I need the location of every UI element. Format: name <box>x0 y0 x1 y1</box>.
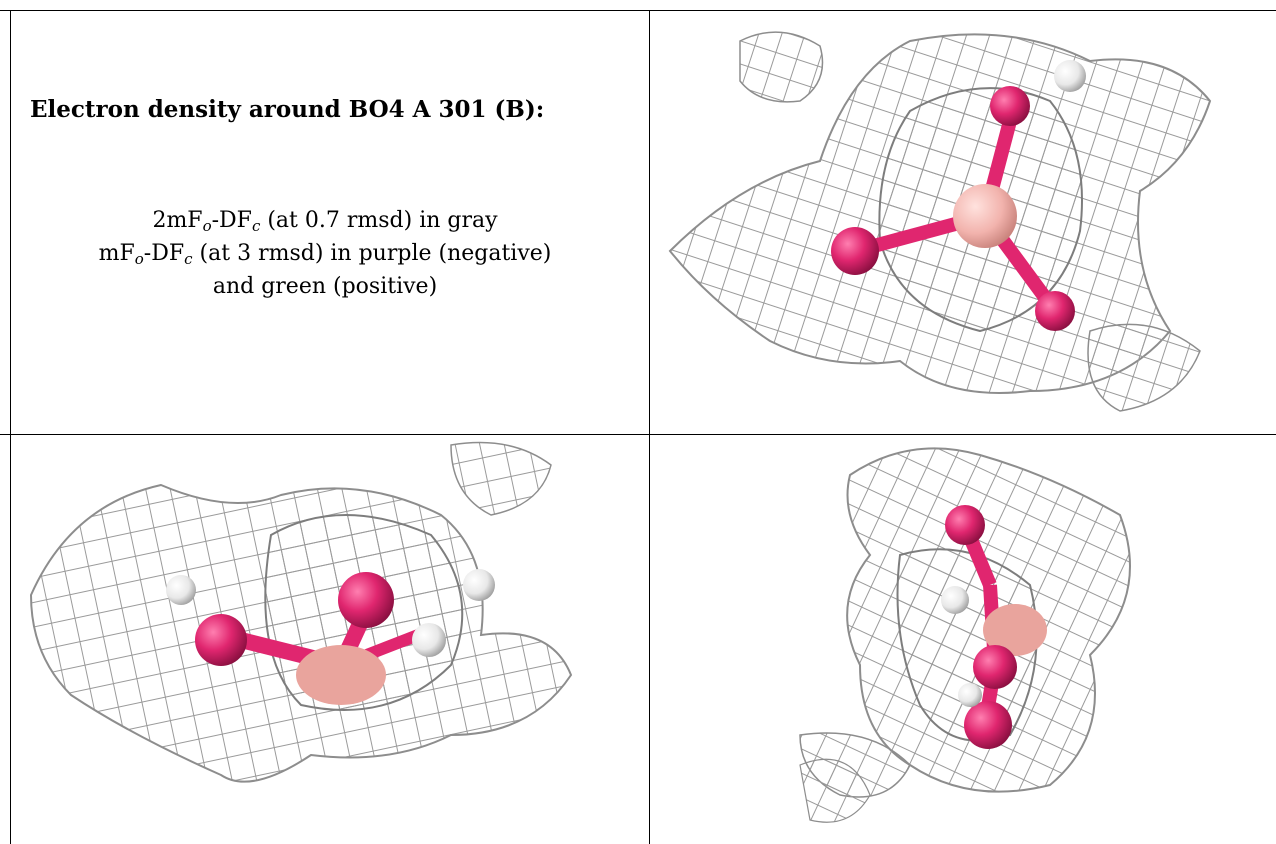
hydrogen-atom <box>1054 60 1086 92</box>
figure-title: Electron density around BO4 A 301 (B): <box>30 96 545 123</box>
hydrogen-atom <box>463 569 495 601</box>
oxygen-atom <box>964 701 1012 749</box>
density-render-bottom-right <box>799 447 1131 823</box>
molecule-top-right <box>831 60 1086 331</box>
map-legend: 2mFo-DFc (at 0.7 rmsd) in gray mFo-DFc (… <box>11 204 649 303</box>
hydrogen-atom <box>412 623 446 657</box>
table-row-divider <box>0 434 1276 435</box>
view-bottom-left <box>11 435 649 844</box>
view-top-right <box>650 11 1276 434</box>
oxygen-atom <box>945 505 985 545</box>
table-border-top <box>0 10 1276 11</box>
legend-line-2fo-dfc: 2mFo-DFc (at 0.7 rmsd) in gray <box>152 208 498 235</box>
table-column-divider <box>649 10 650 844</box>
oxygen-atom <box>1035 291 1075 331</box>
table-border-left <box>10 10 11 844</box>
density-render-top-right <box>668 31 1212 412</box>
view-bottom-right <box>650 435 1276 844</box>
oxygen-atom <box>973 645 1017 689</box>
caption-cell: Electron density around BO4 A 301 (B): 2… <box>11 11 649 434</box>
oxygen-atom <box>195 614 247 666</box>
legend-line-fo-dfc: mFo-DFc (at 3 rmsd) in purple (negative) <box>98 241 552 268</box>
hydrogen-atom <box>941 586 969 614</box>
oxygen-atom <box>990 86 1030 126</box>
molecule-bottom-right <box>941 505 1047 749</box>
hydrogen-atom <box>166 575 196 605</box>
density-render-bottom-left <box>29 441 573 783</box>
gray-mesh-bottom-right <box>799 447 1131 823</box>
hydrogen-atom <box>958 683 982 707</box>
oxygen-atom <box>338 572 394 628</box>
boron-atom <box>953 184 1017 248</box>
molecule-bottom-left <box>166 569 495 705</box>
oxygen-atom <box>831 227 879 275</box>
legend-line-positive: and green (positive) <box>212 274 438 299</box>
gray-mesh-bottom-left <box>29 441 573 783</box>
